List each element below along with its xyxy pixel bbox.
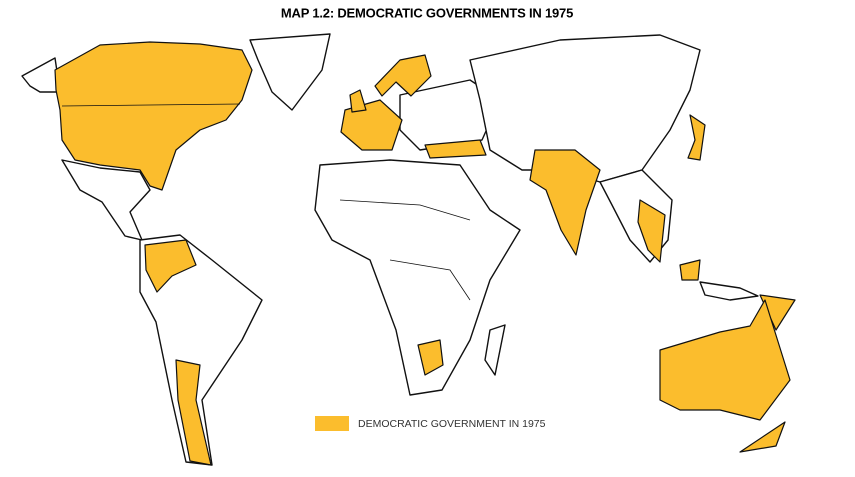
border xyxy=(389,259,471,301)
mexico-central-america xyxy=(61,159,151,241)
japan xyxy=(687,114,706,161)
africa xyxy=(314,159,521,396)
botswana xyxy=(417,339,444,376)
border xyxy=(339,199,471,221)
turkey xyxy=(424,139,487,159)
united-kingdom xyxy=(349,89,367,113)
malaysia-borneo xyxy=(679,259,701,281)
new-zealand xyxy=(739,421,786,453)
australia xyxy=(659,299,791,421)
land-masses xyxy=(21,33,796,466)
south-america xyxy=(139,234,263,466)
legend: DEMOCRATIC GOVERNMENT IN 1975 xyxy=(315,416,546,431)
alaska xyxy=(21,57,61,93)
asia xyxy=(469,34,701,183)
venezuela-colombia xyxy=(144,239,197,293)
argentina xyxy=(175,359,212,466)
eastern-europe xyxy=(399,79,501,151)
canada-usa xyxy=(54,41,253,191)
map-title: MAP 1.2: DEMOCRATIC GOVERNMENTS IN 1975 xyxy=(281,5,573,20)
western-europe xyxy=(340,99,403,151)
legend-label: DEMOCRATIC GOVERNMENT IN 1975 xyxy=(358,418,546,430)
legend-swatch xyxy=(315,416,349,431)
scandinavia xyxy=(374,54,432,97)
greenland xyxy=(249,33,331,111)
thailand-malaysia xyxy=(637,199,666,263)
indonesia xyxy=(699,281,759,301)
madagascar xyxy=(484,324,506,376)
india xyxy=(529,149,601,256)
border xyxy=(61,103,241,107)
